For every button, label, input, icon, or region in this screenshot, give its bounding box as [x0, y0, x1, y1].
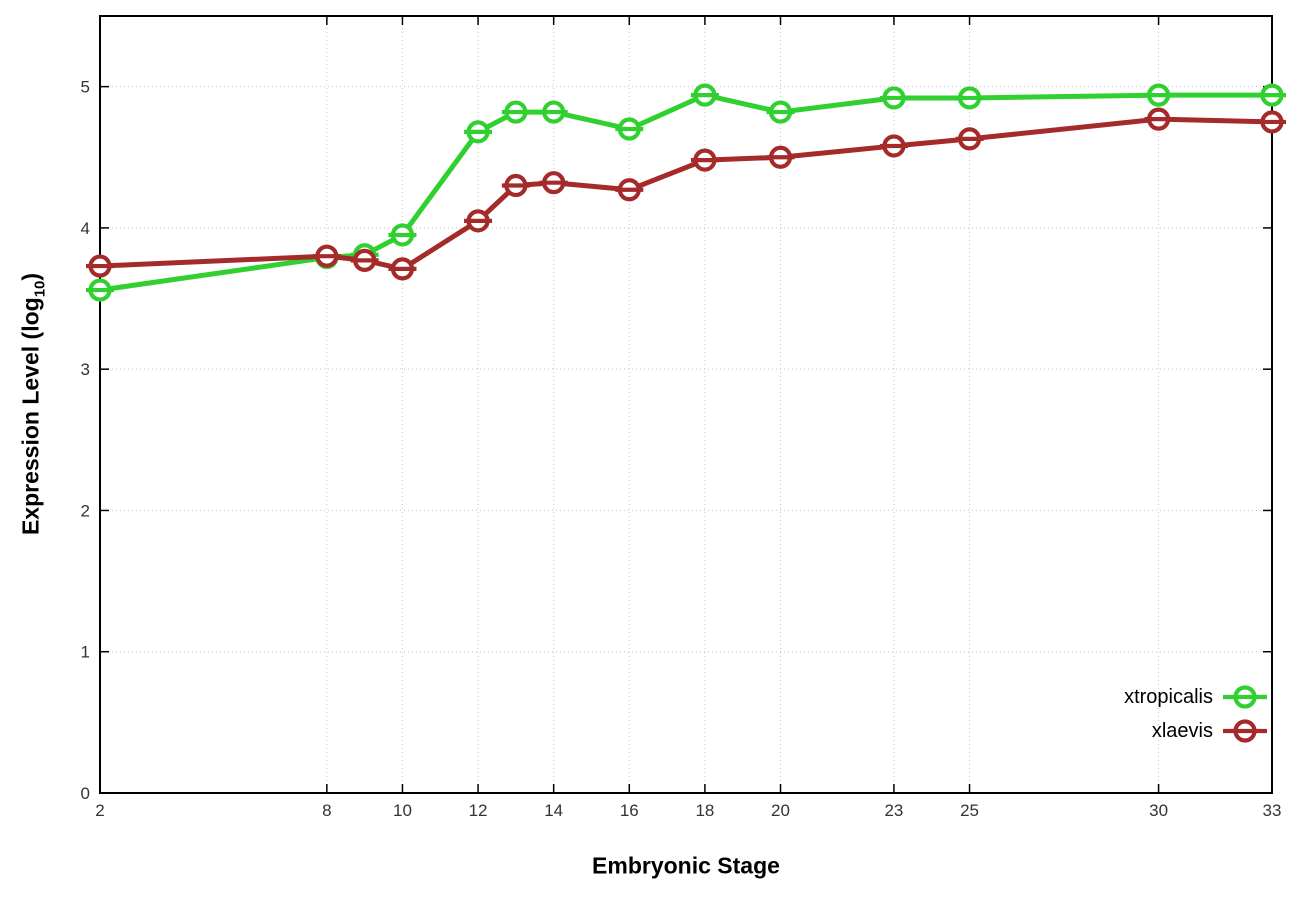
- x-tick-label: 23: [884, 801, 903, 820]
- x-tick-label: 25: [960, 801, 979, 820]
- series-xlaevis: [86, 107, 1286, 281]
- legend-item-xlaevis: xlaevis: [1124, 716, 1268, 746]
- gridlines: [100, 16, 1272, 793]
- y-tick-label: 5: [81, 78, 90, 97]
- x-tick-label: 33: [1263, 801, 1282, 820]
- legend-item-xtropicalis: xtropicalis: [1124, 682, 1268, 712]
- legend: xtropicalis xlaevis: [1124, 682, 1268, 746]
- legend-marker-xtropicalis: [1223, 685, 1267, 709]
- legend-label-xlaevis: xlaevis: [1151, 719, 1213, 742]
- y-axis-title-text: Expression Level (log: [17, 297, 44, 536]
- y-tick-label: 1: [81, 643, 90, 662]
- x-tick-label: 20: [771, 801, 790, 820]
- series-xtropicalis: [86, 83, 1286, 302]
- x-tick-label: 12: [469, 801, 488, 820]
- y-axis-title-close: ): [17, 272, 44, 281]
- x-tick-label: 18: [695, 801, 714, 820]
- x-tick-label: 30: [1149, 801, 1168, 820]
- series-line-xlaevis: [99, 116, 1273, 272]
- x-tick-label: 2: [95, 801, 104, 820]
- legend-marker-xlaevis: [1223, 719, 1267, 743]
- x-tick-label: 10: [393, 801, 412, 820]
- plot-border: [99, 15, 1273, 794]
- x-tick-label: 14: [544, 801, 563, 820]
- y-tick-label: 0: [81, 784, 90, 803]
- y-tick-label: 4: [81, 219, 90, 238]
- x-tick-label: 8: [322, 801, 331, 820]
- x-tick-label: 16: [620, 801, 639, 820]
- y-tick-label: 2: [81, 501, 90, 520]
- y-axis-title-subscript: 10: [31, 280, 49, 298]
- y-tick-label: 3: [81, 360, 90, 379]
- x-axis-title: Embryonic Stage: [592, 852, 780, 879]
- tick-marks: [99, 16, 1273, 794]
- legend-label-xtropicalis: xtropicalis: [1124, 685, 1213, 708]
- y-axis-title: Expression Level (log10): [18, 273, 49, 535]
